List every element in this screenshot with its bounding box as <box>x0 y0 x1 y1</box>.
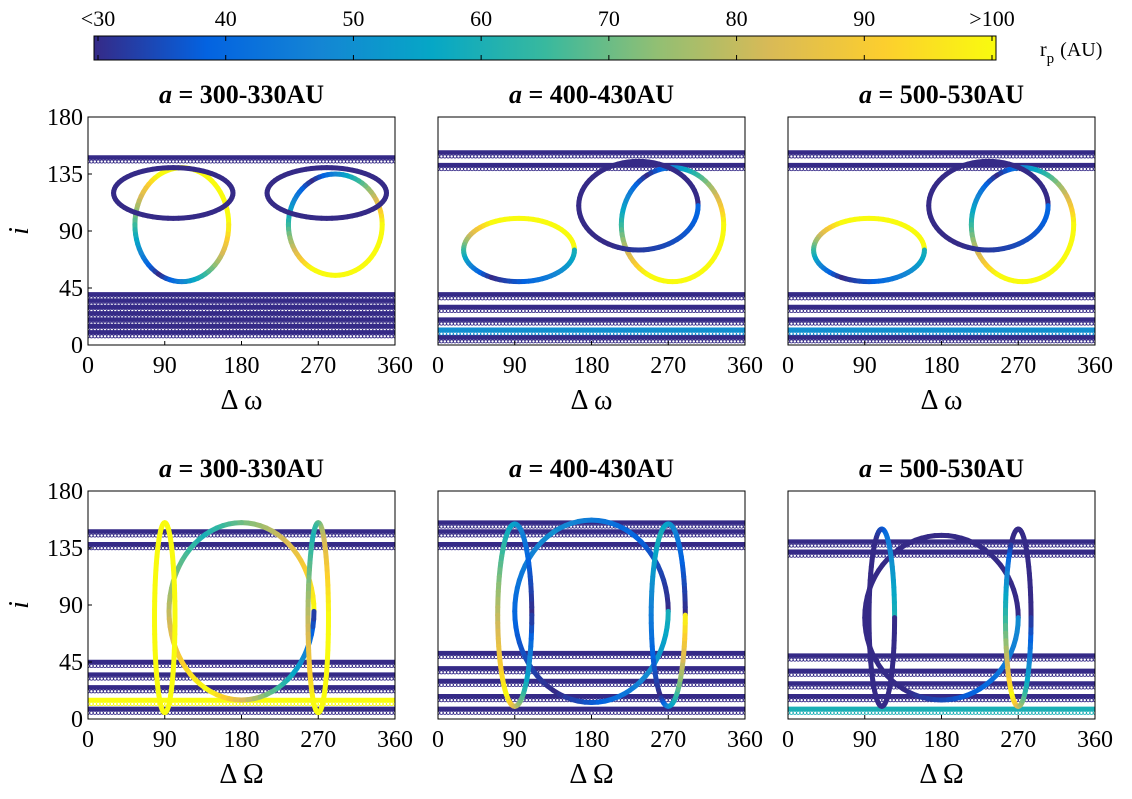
x-tick-label: 90 <box>153 727 177 753</box>
y-axis-label: i <box>4 601 35 609</box>
x-tick-label: 180 <box>224 353 260 379</box>
colorbar-label-unit: (AU) <box>1060 39 1102 61</box>
x-tick-label: 0 <box>432 353 444 379</box>
x-axis-label: Δ Ω <box>219 759 263 790</box>
colorbar-label-sub: p <box>1047 51 1055 67</box>
x-tick-label: 0 <box>782 353 794 379</box>
title-range: = 300-330AU <box>172 454 324 483</box>
title-variable: a <box>509 454 522 483</box>
x-tick-label: 90 <box>503 353 527 379</box>
x-tick-label: 360 <box>377 353 413 379</box>
panel-title: a = 300-330AU <box>159 454 324 483</box>
x-tick-label: 180 <box>574 353 610 379</box>
x-axis-label: Δ ω <box>571 385 613 416</box>
chart-panel-4: 0 90 180 270 360 180 135 90 45 0 i a = 300-330AU Δ Ω <box>4 454 413 790</box>
panel-title: a = 300-330AU <box>159 80 324 109</box>
x-tick-label: 270 <box>300 727 336 753</box>
x-tick-label: 270 <box>650 727 686 753</box>
y-tick-label: 0 <box>71 707 83 733</box>
colorbar-tick-label: 90 <box>853 6 875 31</box>
colorbar-tick-label: 80 <box>726 6 748 31</box>
x-tick-label: 360 <box>727 353 763 379</box>
y-tick-label: 90 <box>59 219 83 245</box>
x-tick-label: 90 <box>853 353 877 379</box>
x-tick-label: 180 <box>224 727 260 753</box>
panel-title: a = 400-430AU <box>509 454 674 483</box>
x-tick-label: 180 <box>924 353 960 379</box>
colorbar-tick-label: 40 <box>215 6 237 31</box>
x-axis-label: Δ Ω <box>569 759 613 790</box>
title-range: = 400-430AU <box>522 454 674 483</box>
panels: 0 90 180 270 360 180 135 90 45 0 i a = 300-330AU Δ ω… <box>4 80 1113 790</box>
x-tick-label: 0 <box>82 353 94 379</box>
chart-panel-2: 0 90 180 270 360 a = 400-430AU Δ ω <box>432 80 763 416</box>
x-axis-label: Δ ω <box>921 385 963 416</box>
chart-panel-3: 0 90 180 270 360 a = 500-530AU Δ ω <box>782 80 1113 416</box>
y-tick-label: 45 <box>59 650 83 676</box>
colorbar-tick-label: <30 <box>81 6 115 31</box>
x-tick-label: 90 <box>153 353 177 379</box>
y-axis-label: i <box>4 227 35 235</box>
colorbar-tick-label: >100 <box>969 6 1014 31</box>
x-tick-label: 90 <box>503 727 527 753</box>
y-tick-label: 135 <box>47 162 83 188</box>
panel-title: a = 400-430AU <box>509 80 674 109</box>
colorbar-label: rp (AU) <box>1040 39 1102 67</box>
title-variable: a <box>159 80 172 109</box>
x-tick-label: 360 <box>727 727 763 753</box>
colorbar-tick-label: 70 <box>598 6 620 31</box>
y-tick-label: 0 <box>71 333 83 359</box>
title-range: = 400-430AU <box>522 80 674 109</box>
panel-title: a = 500-530AU <box>859 80 1024 109</box>
x-tick-label: 180 <box>574 727 610 753</box>
title-range: = 300-330AU <box>172 80 324 109</box>
colorbar-tick-label: 50 <box>342 6 364 31</box>
title-variable: a <box>159 454 172 483</box>
y-tick-label: 135 <box>47 536 83 562</box>
y-tick-label: 180 <box>47 479 83 505</box>
x-tick-label: 270 <box>300 353 336 379</box>
x-axis-label: Δ ω <box>221 385 263 416</box>
title-variable: a <box>509 80 522 109</box>
colorbar-gradient <box>94 36 996 60</box>
title-range: = 500-530AU <box>872 80 1024 109</box>
y-tick-label: 90 <box>59 593 83 619</box>
x-tick-label: 360 <box>377 727 413 753</box>
y-tick-label: 180 <box>47 105 83 131</box>
plot-area <box>88 491 395 719</box>
x-tick-label: 0 <box>82 727 94 753</box>
chart-panel-5: 0 90 180 270 360 a = 400-430AU Δ Ω <box>432 454 763 790</box>
x-tick-label: 360 <box>1077 353 1113 379</box>
colorbar-tick-label: 60 <box>470 6 492 31</box>
x-tick-label: 270 <box>1000 353 1036 379</box>
title-variable: a <box>859 80 872 109</box>
x-tick-label: 270 <box>650 353 686 379</box>
chart-panel-1: 0 90 180 270 360 180 135 90 45 0 i a = 300-330AU Δ ω <box>4 80 413 416</box>
x-tick-label: 0 <box>432 727 444 753</box>
y-tick-label: 45 <box>59 276 83 302</box>
